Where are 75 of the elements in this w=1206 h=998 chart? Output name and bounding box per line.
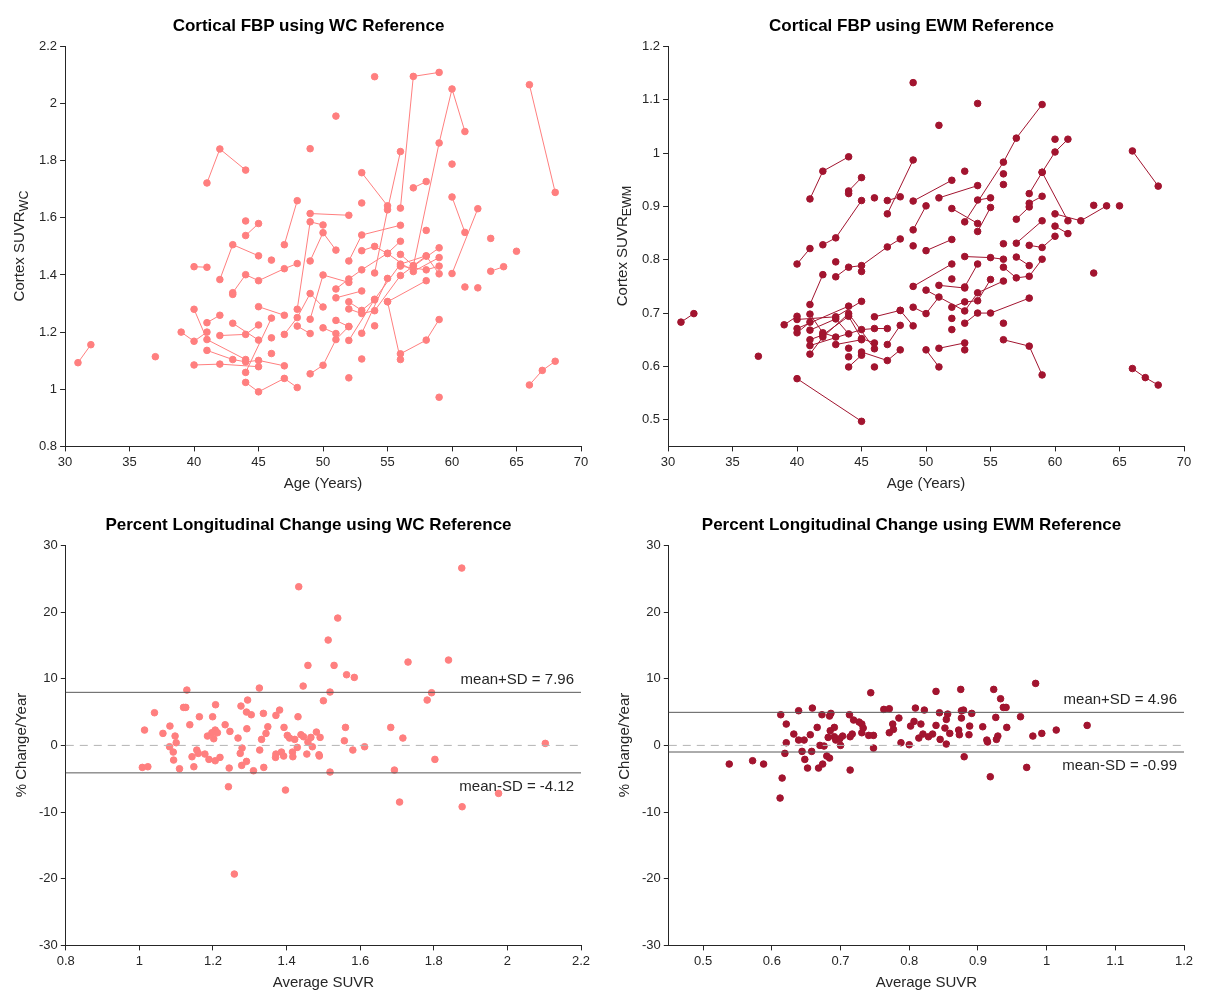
x-tick-label: 1.8: [424, 952, 443, 968]
chart-title: Percent Longitudinal Change using EWM Reference: [701, 514, 1122, 534]
x-tick-label: 1.2: [203, 952, 223, 968]
x-tick-label: 1.6: [351, 952, 370, 968]
y-tick-label: -10: [641, 803, 661, 819]
x-tick-label: 35: [122, 453, 137, 469]
y-tick-label: -30: [641, 936, 661, 952]
x-tick-label: 70: [1176, 453, 1192, 469]
y-tick-label: 0.6: [641, 357, 661, 373]
x-tick-label: 40: [789, 453, 805, 469]
y-axis-title: % Change/Year: [614, 693, 632, 798]
x-tick-label: 1.4: [277, 952, 296, 968]
x-axis-title: Average SUVR: [875, 973, 978, 991]
y-tick-label: 0.8: [641, 251, 661, 267]
y-tick-label: 0.8: [38, 437, 58, 453]
x-tick-label: 0.9: [968, 952, 987, 968]
y-tick-label: 10: [43, 670, 58, 686]
x-tick-label: 35: [725, 453, 740, 469]
y-tick-label: 1.8: [38, 152, 58, 168]
y-tick-label: 30: [43, 536, 58, 552]
y-axis-title: % Change/Year: [11, 693, 29, 798]
y-tick-label: 0.9: [641, 197, 661, 213]
y-tick-label: 1.2: [641, 37, 661, 53]
y-tick-label: 1.2: [38, 323, 58, 339]
x-tick-label: 65: [509, 453, 524, 469]
y-tick-label: 1: [49, 380, 58, 396]
y-tick-label: 2.2: [38, 37, 58, 53]
x-tick-label: 0.6: [762, 952, 781, 968]
x-tick-label: 1: [1042, 952, 1051, 968]
y-tick-label: 20: [43, 603, 58, 619]
y-tick-label: 0.7: [641, 304, 661, 320]
chart-title: Cortical FBP using EWM Reference: [769, 15, 1054, 35]
y-tick-label: 1.4: [38, 266, 58, 282]
x-tick-label: 50: [315, 453, 331, 469]
y-tick-label: -20: [641, 870, 661, 886]
x-tick-label: 55: [983, 453, 998, 469]
x-tick-label: 45: [854, 453, 869, 469]
chart-title: Cortical FBP using WC Reference: [172, 15, 445, 35]
x-tick-label: 1: [135, 952, 144, 968]
ref-line-label: mean-SD = -4.12: [459, 776, 574, 794]
y-tick-label: 0: [50, 736, 58, 752]
x-tick-label: 70: [573, 453, 589, 469]
y-tick-label: -10: [38, 803, 58, 819]
x-tick-label: 0.8: [900, 952, 919, 968]
y-tick-label: 2: [49, 95, 58, 111]
y-tick-label: 30: [646, 536, 661, 552]
chart-title: Percent Longitudinal Change using WC Reference: [105, 514, 512, 534]
x-tick-label: 0.7: [831, 952, 850, 968]
y-tick-label: 1: [652, 144, 661, 160]
x-tick-label: 0.5: [694, 952, 713, 968]
y-tick-label: -20: [38, 870, 58, 886]
x-axis-title: Average SUVR: [272, 973, 375, 991]
x-tick-label: 50: [918, 453, 934, 469]
y-tick-label: 1.6: [38, 209, 58, 225]
y-tick-label: 20: [646, 603, 661, 619]
ref-line-label: mean+SD = 7.96: [460, 669, 574, 687]
x-axis-title: Age (Years): [283, 474, 363, 492]
ref-line-label: mean+SD = 4.96: [1063, 689, 1177, 707]
x-tick-label: 2: [503, 952, 512, 968]
x-tick-label: 1.1: [1106, 952, 1125, 968]
x-tick-label: 2.2: [571, 952, 591, 968]
y-tick-label: 0: [653, 736, 661, 752]
y-tick-label: -30: [38, 936, 58, 952]
x-tick-label: 60: [1047, 453, 1063, 469]
ref-line-label: mean-SD = -0.99: [1062, 755, 1177, 773]
x-tick-label: 40: [186, 453, 202, 469]
x-axis-title: Age (Years): [886, 474, 966, 492]
x-tick-label: 55: [380, 453, 395, 469]
x-tick-label: 45: [251, 453, 266, 469]
x-tick-label: 1.2: [1174, 952, 1194, 968]
x-tick-label: 60: [444, 453, 460, 469]
y-tick-label: 10: [646, 670, 661, 686]
y-tick-label: 1.1: [641, 91, 661, 107]
y-tick-label: 0.5: [641, 411, 661, 427]
x-tick-label: 65: [1112, 453, 1127, 469]
